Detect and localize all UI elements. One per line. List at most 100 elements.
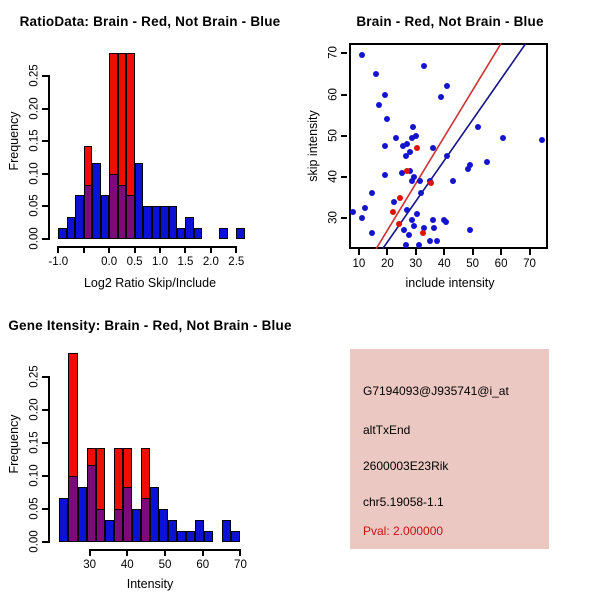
x-axis-tick-label: 30 — [83, 559, 96, 571]
hist-bar-overlap — [83, 184, 93, 239]
y-axis-tick — [42, 140, 48, 143]
scatter-point-blue — [417, 178, 424, 185]
hist-bar-overlap — [68, 476, 78, 543]
x-axis-tick-label: 2.5 — [228, 255, 245, 268]
x-axis-line — [57, 245, 238, 248]
scatter-point-blue — [421, 225, 428, 232]
panel-gene-intensity-histogram: Gene Itensity: Brain - Red, Not Brain - … — [0, 300, 300, 600]
scatter-point-blue — [414, 210, 421, 217]
x-axis-tick-label: 1.0 — [152, 255, 168, 268]
x-axis-tick-label: 40 — [120, 559, 134, 571]
scatter-point-blue — [404, 206, 411, 213]
scatter-point-blue — [404, 140, 411, 147]
hist-bar-overlap — [113, 509, 123, 543]
y-axis-tick — [341, 217, 347, 220]
scatter-point-blue — [398, 169, 405, 176]
locus-text: chr5.19058-1.1 — [363, 495, 444, 509]
x-axis-tick-label: 2.0 — [202, 255, 219, 268]
hist-bar-blue — [92, 162, 101, 239]
hist-bar-blue — [59, 497, 69, 543]
scatter-point-blue — [361, 204, 368, 211]
scatter-point-red — [419, 229, 426, 236]
hist-bar-blue — [177, 531, 187, 543]
x-axis-tick — [88, 550, 91, 556]
scatter-point-blue — [368, 190, 375, 197]
x-axis-tick — [201, 550, 204, 556]
ratio-hist-title: RatioData: Brain - Red, Not Brain - Blue — [19, 14, 281, 29]
scatter-point-blue — [465, 165, 472, 172]
gene-hist-title: Gene Itensity: Brain - Red, Not Brain - … — [8, 318, 292, 333]
event-type-text: altTxEnd — [363, 423, 411, 437]
scatter-point-blue — [411, 173, 418, 180]
hist-bar-red — [109, 52, 118, 175]
y-axis-tick — [42, 541, 48, 544]
y-axis-tick — [42, 475, 48, 478]
x-axis-tick-label: 0.5 — [126, 255, 143, 268]
hist-bar-blue — [168, 520, 178, 543]
hist-bar-blue — [100, 195, 110, 239]
x-axis-tick — [164, 550, 167, 556]
x-axis-tick — [414, 249, 417, 255]
hist-bar-overlap — [109, 173, 118, 239]
gene-info-box: G7194093@J935741@i_at altTxEnd 2600003E2… — [350, 349, 549, 549]
scatter-point-blue — [381, 91, 388, 98]
x-axis-tick — [386, 249, 389, 255]
scatter-point-blue — [402, 241, 409, 248]
hist-bar-blue — [186, 531, 196, 543]
hist-bar-blue — [131, 509, 141, 543]
x-axis-tick — [108, 246, 111, 253]
hist-bar-blue — [149, 487, 159, 543]
scatter-point-blue — [368, 229, 375, 236]
scatter-point-blue — [391, 198, 398, 205]
hist-bar-blue — [195, 520, 205, 543]
y-axis-tick — [42, 237, 48, 240]
scatter-point-blue — [483, 159, 490, 166]
hist-bar-blue — [222, 520, 232, 543]
x-axis-tick — [239, 550, 242, 556]
y-axis-tick-label: 50 — [327, 128, 340, 142]
scatter-point-blue — [401, 227, 408, 234]
hist-bar-red — [117, 52, 127, 186]
x-axis-tick-label: 0.0 — [101, 255, 118, 268]
x-axis-tick — [235, 246, 238, 253]
scatter-point-blue — [412, 132, 419, 139]
scatter-point-blue — [475, 124, 482, 131]
x-axis-tick — [82, 246, 85, 253]
scatter-point-red — [414, 145, 421, 152]
scatter-point-red — [404, 167, 411, 174]
x-axis-tick — [126, 550, 129, 556]
x-axis-tick-label: 70 — [523, 258, 536, 270]
hist-bar-red — [86, 447, 96, 466]
scatter-point-blue — [539, 136, 546, 143]
hist-bar-overlap — [122, 487, 132, 543]
hist-bar-red — [113, 447, 123, 511]
probe-id-text: G7194093@J935741@i_at — [363, 384, 509, 398]
panel-intensity-scatter: Brain - Red, Not Brain - Blue skip inten… — [300, 0, 600, 300]
hist-bar-blue — [160, 206, 169, 239]
hist-bar-red — [95, 447, 105, 511]
ratio-hist-ylabel: Frequency — [7, 111, 21, 171]
scatter-point-blue — [405, 231, 412, 238]
y-axis-tick-label: 0.25 — [28, 364, 41, 388]
hist-bar-blue — [168, 206, 177, 239]
hist-bar-blue — [185, 217, 194, 239]
hist-bar-blue — [58, 227, 67, 239]
scatter-point-blue — [434, 237, 441, 244]
scatter-point-blue — [442, 219, 449, 226]
hist-bar-blue — [193, 227, 203, 239]
x-axis-tick-label: 30 — [409, 258, 423, 270]
hist-bar-blue — [77, 487, 87, 543]
pval-text: Pval: 2.000000 — [363, 524, 444, 538]
panel-gene-info: G7194093@J935741@i_at altTxEnd 2600003E2… — [300, 300, 600, 600]
x-axis-tick — [357, 249, 360, 255]
hist-bar-blue — [134, 162, 144, 239]
scatter-point-blue — [407, 149, 414, 156]
y-axis-tick-label: 40 — [327, 170, 340, 183]
scatter-point-blue — [409, 124, 416, 131]
hist-bar-blue — [176, 227, 186, 239]
scatter-point-blue — [381, 143, 388, 149]
x-axis-tick — [57, 246, 60, 253]
x-axis-tick — [209, 246, 212, 253]
scatter-point-blue — [408, 134, 415, 141]
scatter-point-red — [390, 208, 397, 215]
